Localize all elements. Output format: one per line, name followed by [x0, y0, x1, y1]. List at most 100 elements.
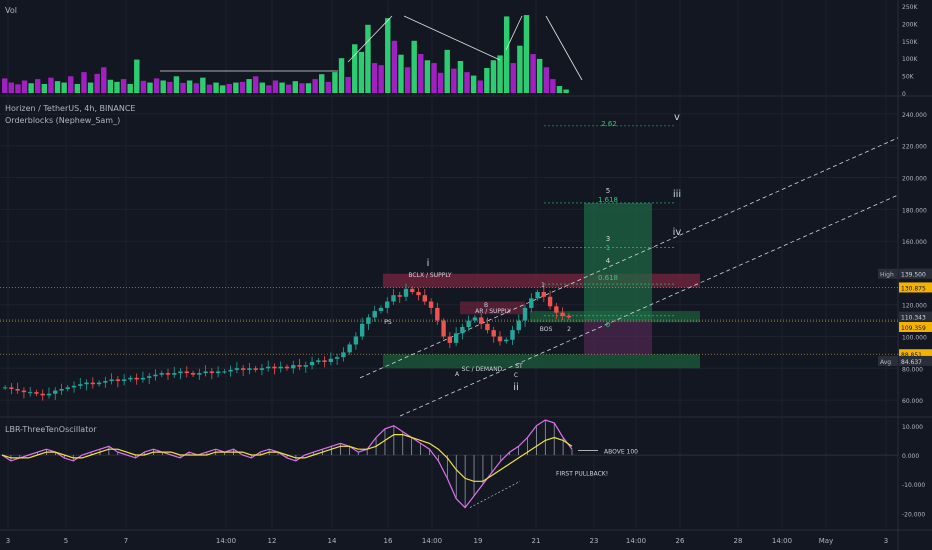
candle-body — [291, 365, 296, 369]
volume-panel — [2, 15, 583, 93]
volume-bar — [345, 76, 351, 93]
annotation-arrow — [347, 15, 393, 63]
volume-bar — [477, 80, 483, 93]
price-label-value: 88.851 — [901, 352, 922, 359]
candle-body — [228, 369, 233, 372]
volume-bar — [517, 45, 523, 93]
oscillator-panel: ABOVE 100 FIRST PULLBACK! — [0, 419, 898, 509]
volume-bar — [246, 79, 252, 93]
candle-body — [485, 323, 490, 331]
volume-bar — [319, 74, 325, 93]
candle-body — [397, 295, 402, 297]
volume-bar — [213, 82, 219, 93]
volume-bar — [451, 68, 457, 93]
volume-bar — [510, 63, 516, 93]
volume-bar — [28, 83, 34, 93]
volume-bar — [147, 82, 153, 93]
volume-bar — [252, 76, 259, 93]
volume-bar — [424, 60, 431, 93]
vol-tick-label: 250K — [902, 4, 918, 11]
candle-body — [522, 307, 528, 321]
volume-bar — [464, 72, 470, 93]
volume-bar — [358, 51, 365, 93]
volume-bar — [470, 75, 477, 93]
volume-bar — [266, 85, 272, 93]
volume-bar — [444, 49, 450, 93]
candle-body — [447, 336, 453, 343]
candle-body — [472, 317, 478, 321]
vol-tick-label: 0 — [902, 91, 906, 98]
candle-body — [165, 373, 171, 375]
symbol-title[interactable]: Horizen / TetherUS, 4h, BINANCE — [5, 104, 136, 113]
candle-body — [347, 344, 352, 353]
vol-tick-label: 100K — [902, 56, 918, 63]
candle-body — [90, 382, 96, 385]
indicator-title[interactable]: Orderblocks (Nephew_Sam_) — [5, 116, 121, 125]
label-fib-0: 0 — [606, 321, 610, 329]
volume-bar — [173, 76, 180, 93]
candle-body — [504, 339, 509, 342]
price-label-value: 109.359 — [901, 325, 926, 332]
volume-bar — [497, 55, 503, 93]
volume-bar — [200, 77, 206, 93]
candle-body — [303, 365, 308, 367]
candle-body — [103, 381, 108, 383]
candle-body — [416, 292, 421, 296]
label-fib-4: 4 — [606, 257, 611, 265]
volume-bar — [530, 54, 536, 93]
candle-body — [497, 336, 503, 342]
volume-bar — [61, 82, 67, 93]
candle-body — [529, 298, 534, 308]
volume-bar — [338, 58, 345, 93]
candle-body — [359, 323, 365, 337]
candle-body — [328, 358, 334, 362]
volume-bar — [365, 24, 371, 93]
label-wave-v: v — [674, 112, 680, 123]
osc-slow-line — [1, 434, 573, 482]
candle-body — [115, 379, 121, 382]
candle-body — [403, 288, 409, 297]
x-tick-label: 7 — [124, 537, 128, 545]
volume-bar — [15, 84, 21, 93]
candle-body — [178, 371, 183, 374]
price-tick-label: 80.000 — [902, 366, 923, 373]
price-tick-label: 60.000 — [902, 398, 923, 405]
label-st: ST — [515, 363, 523, 370]
price-label-box — [899, 355, 932, 366]
volume-bar — [54, 81, 61, 93]
volume-bar — [484, 67, 490, 93]
candle-body — [541, 292, 547, 297]
x-tick-label: 14 — [328, 537, 337, 545]
volume-bar — [94, 73, 100, 93]
price-panel: BCLX / SUPPLY AR / SUPPLY SC / DEMAND PS BOS… — [0, 112, 899, 417]
volume-bar — [503, 16, 510, 93]
annotation-arrow — [505, 15, 523, 51]
label-fib-262: 2.62 — [601, 120, 617, 128]
x-tick-label: 14:00 — [626, 537, 646, 545]
candle-body — [222, 371, 227, 373]
vol-tick-label: 50K — [902, 74, 915, 81]
candle-body — [441, 320, 446, 337]
volume-bar — [233, 82, 239, 93]
candle-body — [460, 326, 465, 334]
volume-bar — [431, 63, 437, 93]
candle-body — [203, 371, 208, 374]
volume-bar — [239, 81, 246, 93]
candle-body — [278, 366, 283, 369]
volume-bar — [352, 44, 358, 93]
label-fib-0618: 0.618 — [598, 274, 618, 282]
x-tick-label: 28 — [734, 537, 743, 545]
candle-body — [215, 371, 221, 374]
label-wave-iii: iii — [673, 189, 681, 200]
volume-bar — [134, 59, 140, 93]
candle-body — [147, 376, 152, 378]
candle-body — [71, 385, 77, 388]
volume-bar — [292, 81, 299, 93]
x-tick-label: 3 — [884, 537, 888, 545]
label-above-100: ABOVE 100 — [604, 449, 638, 456]
volume-bar — [127, 83, 133, 93]
candle-body — [516, 320, 521, 331]
oscillator-title[interactable]: LBR-ThreeTenOscillator — [5, 425, 97, 434]
volume-bar — [180, 82, 186, 93]
